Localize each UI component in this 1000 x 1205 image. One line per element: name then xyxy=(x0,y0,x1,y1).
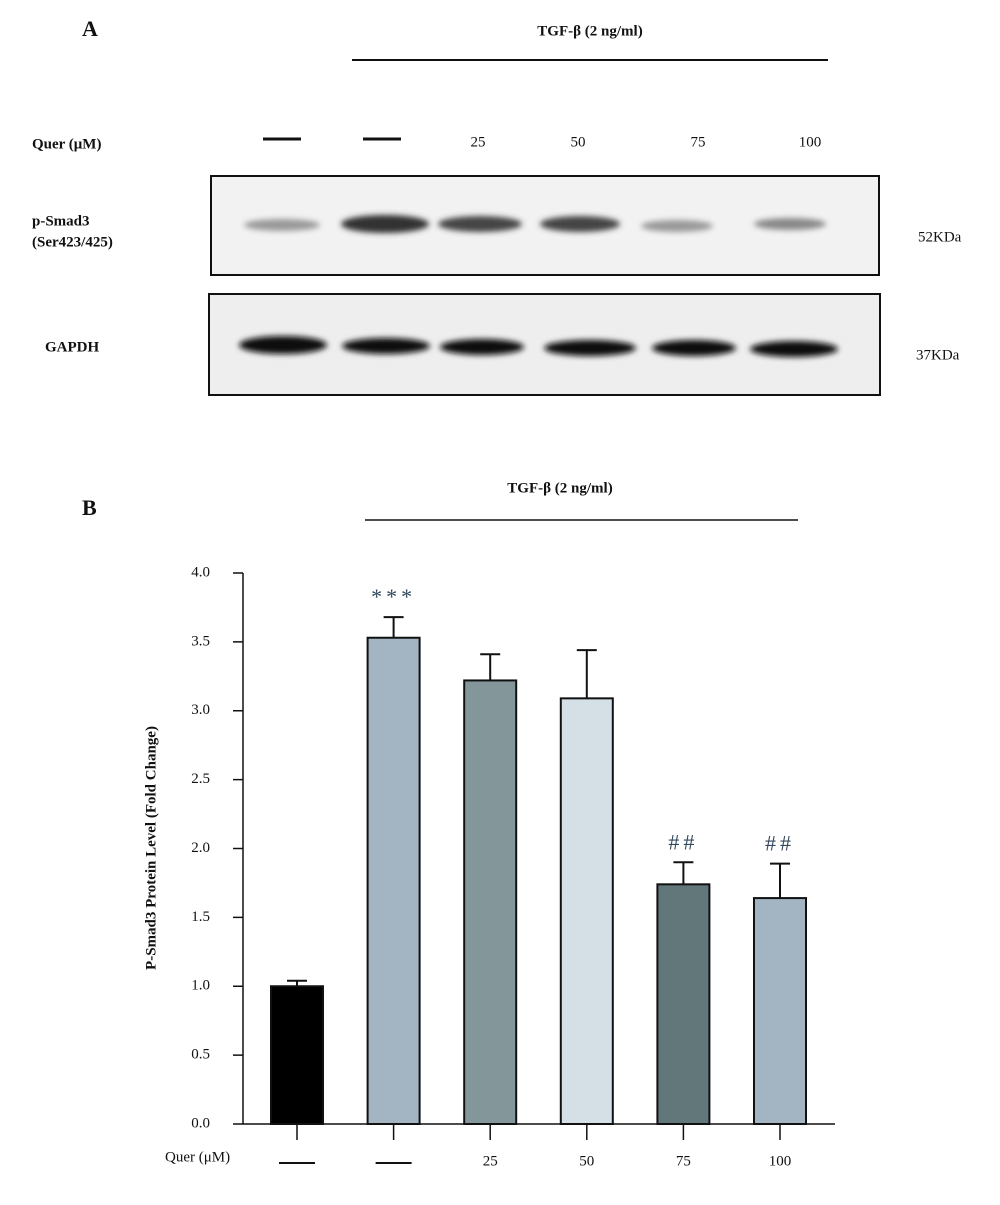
annotation: ## xyxy=(668,829,698,854)
bar xyxy=(656,883,711,1125)
y-tick-label: 2.5 xyxy=(191,771,210,787)
y-tick-label: 0.0 xyxy=(191,1115,210,1131)
lane-label: 50 xyxy=(571,134,586,150)
lane-label: 100 xyxy=(799,134,822,150)
treatment: TGF-β (2 ng/ml) xyxy=(507,480,612,496)
bar xyxy=(463,679,518,1125)
row-size: 52KDa xyxy=(918,229,962,245)
row-sub: (Ser423/425) xyxy=(32,234,113,250)
panel-label: B xyxy=(82,495,97,520)
bar xyxy=(753,897,807,1126)
y-tick-label: 2.0 xyxy=(191,840,210,856)
y-tick-label: 1.0 xyxy=(191,978,210,994)
treatment: TGF-β (2 ng/ml) xyxy=(537,23,642,39)
annotation: ## xyxy=(765,831,795,856)
bar xyxy=(270,985,324,1125)
bar xyxy=(559,697,614,1125)
lane-label: 25 xyxy=(471,134,486,150)
x-tick-label: 50 xyxy=(579,1153,594,1169)
x-tick-label: 25 xyxy=(483,1153,498,1169)
bar xyxy=(366,636,421,1125)
row-name: p-Smad3 xyxy=(32,213,90,229)
row-size: 37KDa xyxy=(916,347,960,363)
x-tick-label: 75 xyxy=(676,1153,691,1169)
x-tick-label: 100 xyxy=(769,1153,792,1169)
dose-label: Quer (μM) xyxy=(32,136,101,152)
x-axis-label: Quer (μM) xyxy=(165,1149,230,1165)
y-tick-label: 1.5 xyxy=(191,909,210,925)
y-axis-label: P-Smad3 Protein Level (Fold Change) xyxy=(143,726,159,970)
y-tick-label: 0.5 xyxy=(191,1047,210,1063)
lane-label: 75 xyxy=(691,134,706,150)
bands xyxy=(239,215,838,357)
y-tick-label: 3.5 xyxy=(191,633,210,649)
row-name: GAPDH xyxy=(45,339,99,355)
y-tick-label: 4.0 xyxy=(191,564,210,580)
annotation: *** xyxy=(371,584,416,609)
y-tick-label: 3.0 xyxy=(191,702,210,718)
panel-label: A xyxy=(82,16,98,41)
